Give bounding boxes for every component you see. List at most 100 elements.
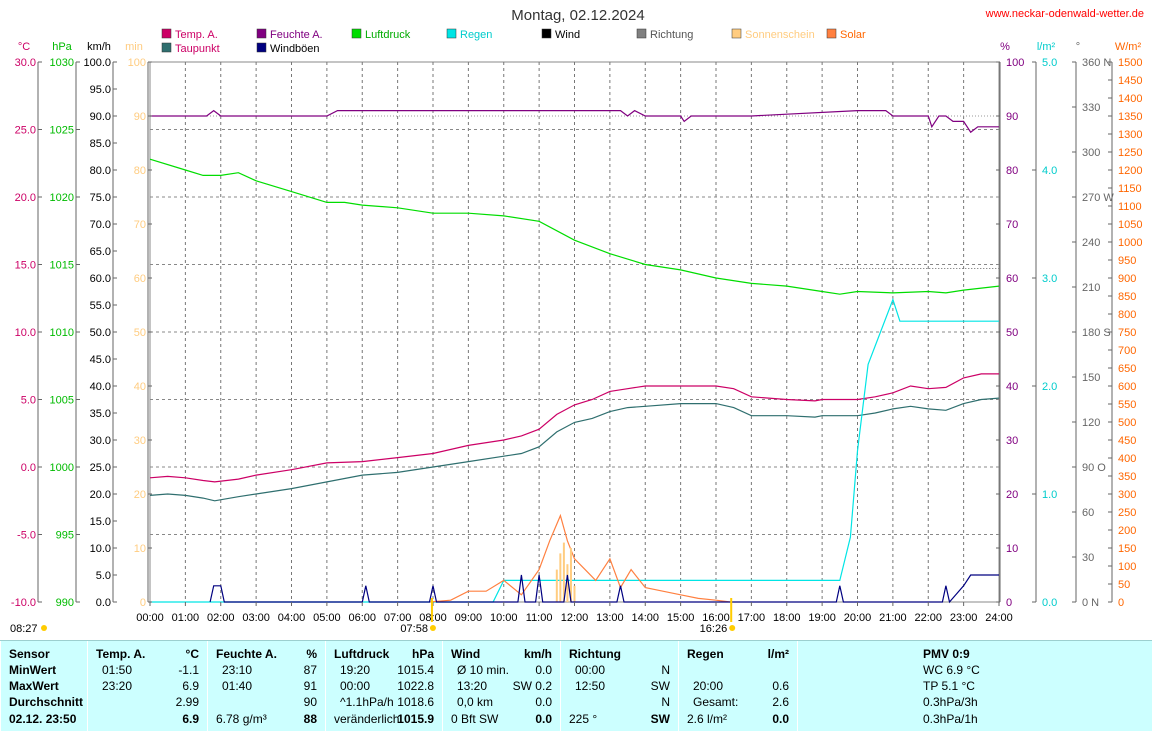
sensor-row-label: MinWert (9, 663, 57, 677)
sensor-column: Sensor MinWert MaxWert Durchschnitt 02.12. 2… (0, 641, 87, 731)
temp-row-time: 23:20 (102, 679, 133, 693)
legend-item: Solar (826, 28, 866, 41)
press-foot-value: 1015.9 (397, 712, 434, 726)
x-tick-label: 20:00 (844, 612, 872, 624)
sunshine-bar (566, 564, 569, 602)
rain-row-value (719, 662, 789, 678)
dir-row-value: N (661, 695, 670, 709)
rain-row-time: 20:00 (693, 679, 724, 693)
sunshine-bar (569, 548, 572, 602)
pmv-head: PMV 0:9 (923, 647, 970, 661)
temp-unit: °C (185, 647, 199, 661)
wind-foot-label: 0 Bft SW (451, 712, 499, 726)
legend-label: Temp. A. (175, 29, 218, 41)
legend-label: Taupunkt (175, 43, 220, 55)
sunshine-bar (562, 542, 565, 602)
temp-axis-tick-label: 5.0 (21, 395, 36, 407)
x-tick-label: 04:00 (278, 612, 306, 624)
solar-axis-tick-label: 1100 (1118, 201, 1142, 213)
rain-row-time: Gesamt: (693, 695, 739, 709)
temp-foot-value: 6.9 (182, 712, 199, 726)
x-tick-label: 19:00 (808, 612, 836, 624)
legend-label: Wind (555, 29, 580, 41)
wind-axis-tick-label: 50.0 (90, 327, 111, 339)
wind-axis-tick-label: 60.0 (90, 273, 111, 285)
sun-axis-tick-label: 70 (134, 219, 146, 231)
wind-axis-tick-label: 40.0 (90, 381, 111, 393)
x-tick-label: 01:00 (172, 612, 200, 624)
sun-axis-tick-label: 100 (128, 57, 146, 69)
humidity-axis-tick-label: 0 (1006, 597, 1012, 609)
pressure-axis-tick-label: 1000 (50, 462, 74, 474)
solar-axis-tick-label: 650 (1118, 363, 1136, 375)
rain-head: Regen (687, 647, 724, 661)
solar-axis-tick-label: 1450 (1118, 75, 1142, 87)
pressure-axis-tick-label: 1015 (50, 260, 74, 272)
x-tick-label: 21:00 (879, 612, 907, 624)
temp-axis-tick-label: 0.0 (21, 462, 36, 474)
pressure-axis-tick-label: 1030 (50, 57, 74, 69)
pressure-axis-tick-label: 990 (56, 597, 74, 609)
wind-axis-tick-label: 30.0 (90, 435, 111, 447)
temp-axis-tick-label: -5.0 (17, 530, 36, 542)
rain-axis-tick-label: 2.0 (1042, 381, 1057, 393)
humidity-axis-tick-label: 10 (1006, 543, 1018, 555)
sunrise-icon (429, 625, 436, 631)
solar-axis-tick-label: 450 (1118, 435, 1136, 447)
pressure-axis-tick-label: 1010 (50, 327, 74, 339)
sunshine-bar (555, 569, 558, 602)
legend-label: Windböen (270, 43, 320, 55)
press-foot-label: veränderlich (334, 712, 400, 726)
sun-axis-tick-label: 50 (134, 327, 146, 339)
press-row-time: 00:00 (340, 679, 371, 693)
hum-row-value: 87 (303, 663, 317, 677)
rain-unit: l/m² (767, 647, 789, 661)
weather-chart: 30.025.020.015.010.05.00.0-5.0-10.0°C103… (10, 7, 1144, 635)
humidity-axis-tick-label: 30 (1006, 435, 1018, 447)
direction-axis-tick-label: 150 (1082, 372, 1100, 384)
solar-axis-tick-label: 900 (1118, 273, 1136, 285)
dir-row-time: 12:50 (575, 679, 606, 693)
sun-axis-tick-label: 20 (134, 489, 146, 501)
humidity-axis-tick-label: 50 (1006, 327, 1018, 339)
wind-column: Wind km/h Ø 10 min. 0.0 13:20 SW 0.2 0,0 km 0.0… (442, 641, 560, 731)
x-tick-label: 05:00 (313, 612, 341, 624)
series-temp-a (149, 373, 999, 483)
legend-swatch (256, 28, 267, 39)
series-taupunkt (149, 397, 1000, 502)
solar-axis-tick-label: 600 (1118, 381, 1136, 393)
site-link[interactable]: www.neckar-odenwald-wetter.de (985, 8, 1144, 20)
sensor-foot: 02.12. 23:50 (9, 712, 77, 726)
solar-axis-tick-label: 150 (1118, 543, 1136, 555)
legend-label: Richtung (650, 29, 693, 41)
dir-unit (610, 646, 670, 662)
pressure-axis-tick-label: 1020 (50, 192, 74, 204)
legend-item: Feuchte A. (256, 28, 323, 41)
legend-label: Luftdruck (365, 29, 411, 41)
legend-item: Richtung (636, 28, 693, 41)
wind-row-value: 0.0 (535, 663, 552, 677)
legend-item: Temp. A. (161, 28, 218, 41)
sun-axis-tick-label: 10 (134, 543, 146, 555)
temp-axis-tick-label: 15.0 (15, 260, 36, 272)
humidity-axis-tick-label: 70 (1006, 219, 1018, 231)
rain-foot-value: 0.0 (772, 712, 789, 726)
solar-axis-tick-label: 1000 (1118, 237, 1142, 249)
sun-axis-tick-label: 60 (134, 273, 146, 285)
x-tick-label: 09:00 (455, 612, 483, 624)
direction-axis-unit: ° (1076, 41, 1080, 53)
direction-axis-tick-label: 60 (1082, 507, 1094, 519)
solar-axis-tick-label: 1200 (1118, 165, 1142, 177)
direction-axis-tick-label: 0 N (1082, 597, 1099, 609)
legend-swatch (636, 28, 647, 39)
sunshine-bar (573, 585, 576, 602)
direction-axis-tick-label: 30 (1082, 552, 1094, 564)
sensor-row-label: Durchschnitt (9, 695, 84, 709)
sunset-label: 16:26 (700, 623, 728, 635)
hum-unit: % (306, 647, 317, 661)
wind-axis-tick-label: 95.0 (90, 84, 111, 96)
x-tick-label: 12:00 (561, 612, 589, 624)
direction-axis-tick-label: 240 (1082, 237, 1100, 249)
wind-axis-tick-label: 65.0 (90, 246, 111, 258)
x-tick-label: 06:00 (348, 612, 376, 624)
